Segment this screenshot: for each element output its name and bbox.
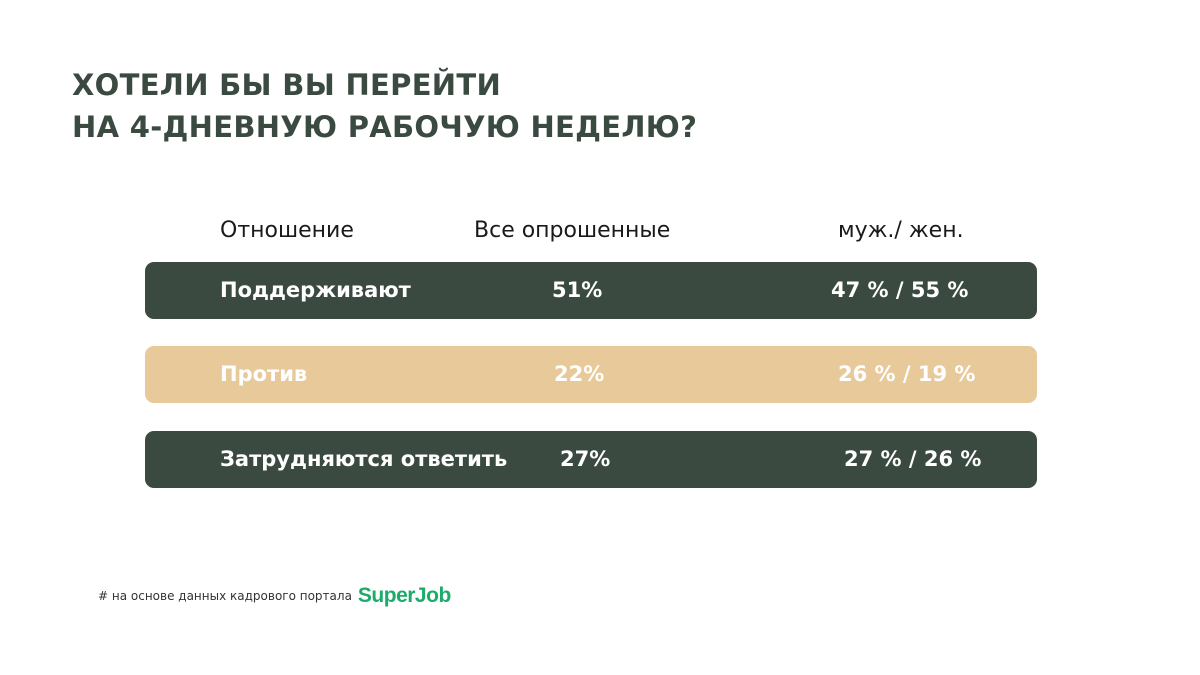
- row-all-value: 51%: [552, 278, 603, 302]
- superjob-logo: SuperJob: [357, 584, 451, 607]
- row-men-women-value: 27 % / 26 %: [844, 447, 982, 471]
- row-label: Поддерживают: [220, 278, 411, 302]
- table-row-against: Против 22% 26 % / 19 %: [145, 346, 1037, 403]
- title-line-1: ХОТЕЛИ БЫ ВЫ ПЕРЕЙТИ: [72, 68, 502, 102]
- row-label: Затрудняются ответить: [220, 447, 508, 471]
- column-header-men-women: муж./ жен.: [838, 218, 964, 243]
- table-row-support: Поддерживают 51% 47 % / 55 %: [145, 262, 1037, 319]
- row-label: Против: [220, 362, 308, 386]
- chart-title: ХОТЕЛИ БЫ ВЫ ПЕРЕЙТИ НА 4-ДНЕВНУЮ РАБОЧУ…: [72, 64, 697, 148]
- column-header-all-respondents: Все опрошенные: [474, 218, 671, 243]
- row-all-value: 27%: [560, 447, 611, 471]
- title-line-2: НА 4-ДНЕВНУЮ РАБОЧУЮ НЕДЕЛЮ?: [72, 110, 698, 144]
- footnote-text: # на основе данных кадрового портала: [98, 589, 352, 603]
- row-men-women-value: 47 % / 55 %: [831, 278, 969, 302]
- source-footnote: # на основе данных кадрового портала Sup…: [98, 584, 451, 608]
- column-header-attitude: Отношение: [220, 218, 354, 243]
- row-men-women-value: 26 % / 19 %: [838, 362, 976, 386]
- table-row-undecided: Затрудняются ответить 27% 27 % / 26 %: [145, 431, 1037, 488]
- row-all-value: 22%: [554, 362, 605, 386]
